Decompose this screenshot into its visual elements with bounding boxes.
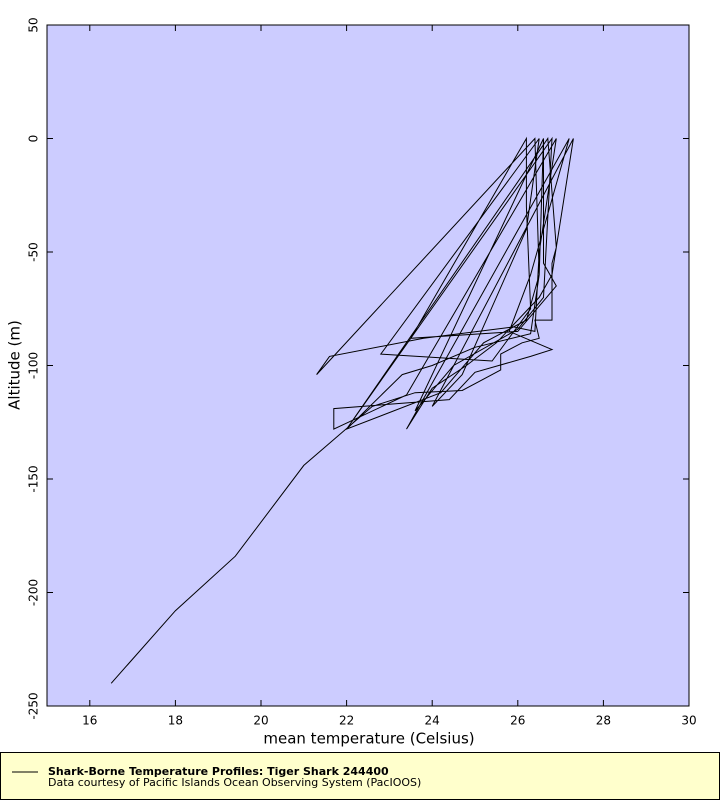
x-axis-label: mean temperature (Celsius) — [263, 730, 474, 748]
x-tick-label: 16 — [82, 714, 97, 728]
legend — [0, 752, 720, 800]
x-tick-label: 22 — [339, 714, 354, 728]
legend-label: Shark-Borne Temperature Profiles: Tiger … — [48, 765, 389, 778]
y-tick-label: 0 — [27, 135, 41, 143]
x-tick-label: 24 — [425, 714, 440, 728]
y-tick-label: -250 — [27, 692, 41, 719]
legend-credit: Data courtesy of Pacific Islands Ocean O… — [48, 776, 421, 789]
y-tick-label: -150 — [27, 465, 41, 492]
x-tick-label: 26 — [510, 714, 525, 728]
y-tick-label: -100 — [27, 352, 41, 379]
x-tick-label: 30 — [681, 714, 696, 728]
data-line — [110, 136, 574, 684]
y-tick-label: 50 — [27, 17, 41, 32]
x-tick-label: 28 — [596, 714, 611, 728]
y-axis-label: Altitude (m) — [6, 320, 24, 410]
y-tick-label: -50 — [27, 242, 41, 262]
x-tick-label: 20 — [253, 714, 268, 728]
x-tick-label: 18 — [168, 714, 183, 728]
y-tick-label: -200 — [27, 579, 41, 606]
plot-area — [46, 24, 690, 707]
